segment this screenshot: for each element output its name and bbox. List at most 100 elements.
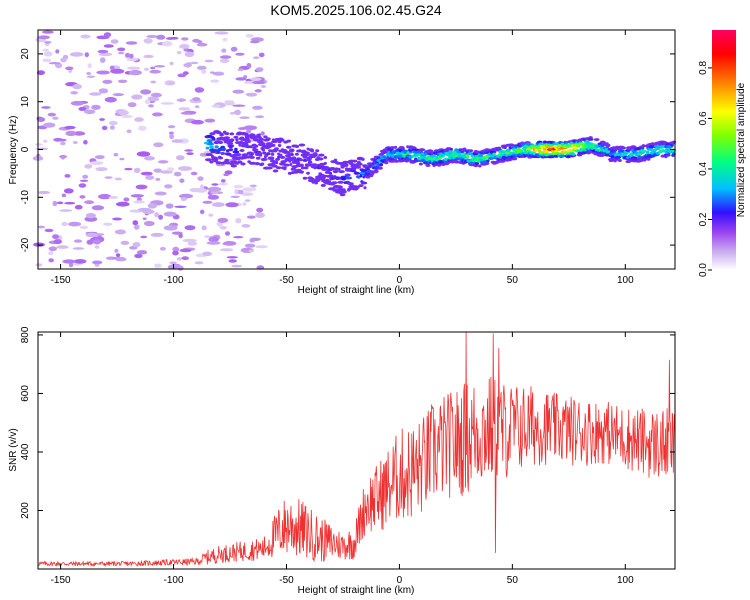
spectrogram-ridge-cell bbox=[258, 137, 264, 141]
spectrogram-ridge-cell bbox=[272, 169, 279, 173]
spectrogram-noise-cell bbox=[154, 65, 166, 68]
spectrogram-noise-cell bbox=[115, 257, 127, 262]
snr-y-axis-label: SNR (v/v) bbox=[8, 428, 19, 471]
spectrogram-noise-cell bbox=[204, 59, 214, 63]
spectrogram-noise-cell bbox=[148, 104, 154, 108]
spectrogram-noise-cell bbox=[127, 102, 137, 108]
spectrogram-noise-cell bbox=[136, 151, 151, 157]
spectrogram-ridge-cell bbox=[294, 145, 300, 148]
spectrogram-ridge-cell bbox=[277, 144, 282, 147]
spectrogram-ridge-cell bbox=[215, 161, 222, 165]
spectrogram-ridge-cell bbox=[228, 145, 234, 149]
spectrogram-ridge-cell bbox=[567, 149, 574, 153]
spectrogram-noise-cell bbox=[59, 209, 73, 212]
spectrogram-noise-cell bbox=[178, 166, 192, 171]
y-tick-label: -10 bbox=[20, 190, 31, 205]
spectrogram-noise-cell bbox=[145, 175, 155, 180]
spectrogram-ridge-cell bbox=[437, 163, 442, 167]
spectrogram-ridge-cell bbox=[358, 184, 364, 188]
snr-x-axis-label: Height of straight line (km) bbox=[298, 585, 415, 596]
spectrogram-noise-cell bbox=[165, 203, 174, 209]
spectrogram-noise-cell bbox=[113, 153, 119, 157]
spectrogram-noise-cell bbox=[150, 232, 164, 237]
spectrogram-noise-cell bbox=[150, 80, 157, 84]
spectrogram-ridge-cell bbox=[265, 142, 273, 146]
spectrogram-ridge-cell bbox=[467, 152, 475, 156]
spectrogram-noise-cell bbox=[62, 259, 76, 264]
spectrogram-ridge-cell bbox=[560, 142, 566, 146]
x-tick-label: -150 bbox=[51, 575, 71, 586]
spectrogram-noise-cell bbox=[239, 116, 250, 119]
spectrogram-ridge-cell bbox=[262, 151, 267, 155]
spectrogram-ridge-cell bbox=[257, 133, 261, 137]
spectrogram-noise-cell bbox=[153, 142, 164, 148]
spectrogram-noise-cell bbox=[135, 184, 148, 190]
y-tick-label: 20 bbox=[20, 48, 31, 60]
spectrogram-noise-cell bbox=[260, 131, 265, 136]
spectrogram-ridge-cell bbox=[283, 167, 287, 171]
spectrogram-noise-cell bbox=[131, 94, 143, 100]
spectrogram-ridge-cell bbox=[271, 164, 278, 168]
spectrogram-noise-cell bbox=[133, 167, 141, 174]
spectrogram-ridge-cell bbox=[209, 132, 216, 136]
spectrogram-ridge-cell bbox=[353, 171, 360, 175]
colorbar: 0.0 0.2 0.4 0.6 0.8 Normalized spectral ampl… bbox=[698, 30, 747, 277]
spectrogram-noise-cell bbox=[197, 176, 204, 181]
spectrogram-noise-cell bbox=[234, 189, 239, 195]
spectrogram-ridge-cell bbox=[318, 157, 322, 161]
spectrogram-noise-cell bbox=[235, 52, 245, 56]
spectrogram-noise-cell bbox=[61, 193, 67, 198]
spectrogram-ridge-cell bbox=[268, 156, 275, 160]
spectrogram-noise-cell bbox=[99, 118, 105, 121]
spectrogram-noise-cell bbox=[140, 235, 148, 239]
spectrogram-ridge-cell bbox=[270, 152, 275, 156]
spectrogram-noise-cell bbox=[152, 112, 163, 117]
spectrogram-ridge-cell bbox=[615, 155, 622, 159]
spectrogram-noise-cell bbox=[225, 231, 230, 236]
spectrogram-ridge-cell bbox=[565, 143, 570, 147]
spectrogram-noise-cell bbox=[48, 258, 54, 263]
spectrogram-noise-cell bbox=[163, 225, 178, 231]
spectrogram-noise-cell bbox=[181, 256, 189, 261]
spectrogram-ridge-cell bbox=[275, 166, 282, 170]
spectrogram-ridge-cell bbox=[263, 135, 268, 139]
spectrogram-ridge-cell bbox=[453, 160, 460, 164]
spectrogram-noise-cell bbox=[177, 51, 182, 55]
spectrogram-ridge-cell bbox=[418, 148, 426, 152]
spectrogram-ridge-cell bbox=[279, 155, 286, 159]
spectrogram-noise-cell bbox=[176, 98, 187, 102]
spectrogram-noise-cell bbox=[250, 77, 262, 82]
spectrogram-ridge-cell bbox=[307, 160, 313, 164]
spectrogram-noise-cell bbox=[218, 182, 228, 186]
x-tick-label: -50 bbox=[279, 275, 294, 286]
spectrogram-noise-cell bbox=[234, 109, 241, 116]
spectrogram-noise-cell bbox=[222, 37, 228, 42]
spectrogram-noise-cell bbox=[43, 41, 52, 44]
spectrogram-noise-cell bbox=[156, 34, 166, 40]
spectrogram-noise-cell bbox=[143, 220, 155, 227]
spectrogram-noise-cell bbox=[56, 201, 64, 205]
spectrogram-noise-cell bbox=[79, 195, 86, 199]
spectrogram-noise-cell bbox=[118, 110, 129, 116]
spectrogram-noise-cell bbox=[55, 49, 60, 54]
spectrogram-noise-cell bbox=[64, 125, 76, 130]
spectrogram-ridge-cell bbox=[225, 149, 230, 153]
spectrogram-noise-cell bbox=[94, 155, 105, 160]
spectrogram-ridge-cell bbox=[373, 169, 379, 173]
spectrogram-noise-cell bbox=[163, 211, 177, 217]
spectrogram-noise-cell bbox=[179, 178, 185, 183]
spectrogram-ridge-cell bbox=[254, 162, 260, 166]
spectrogram-noise-cell bbox=[223, 102, 236, 106]
spectrogram-ridge-cell bbox=[289, 149, 295, 153]
spectrogram-ridge-cell bbox=[207, 142, 214, 146]
spectrogram-ridge-cell bbox=[250, 152, 255, 156]
spectrogram-ridge-cell bbox=[299, 158, 303, 162]
spectrogram-noise-cell bbox=[143, 54, 154, 59]
spectrogram-ridge-cell bbox=[278, 153, 283, 157]
spectrogram-ridge-cell bbox=[320, 183, 326, 187]
spectrogram-noise-cell bbox=[183, 63, 193, 68]
spectrogram-ridge-cell bbox=[240, 162, 246, 166]
spectrogram-ridge-cell bbox=[286, 145, 292, 149]
y-tick-label: -20 bbox=[20, 237, 31, 252]
y-tick-label: 600 bbox=[20, 385, 31, 402]
